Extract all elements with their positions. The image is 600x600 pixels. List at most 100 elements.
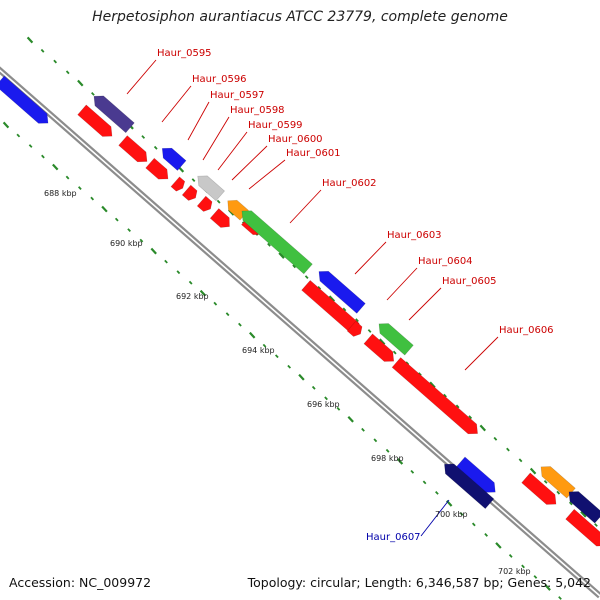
kbp-label: 696 kbp [307,400,340,409]
gene-arrow[interactable] [90,91,135,134]
gene-arrow[interactable] [363,333,398,366]
gene-arrow[interactable] [565,487,600,524]
tick-mark [28,144,33,148]
tick-mark [40,48,45,53]
gene-arrow[interactable] [77,104,117,141]
leader-line [464,336,499,371]
gene-arrow[interactable] [158,144,187,171]
leader-line [202,116,230,161]
gene-label[interactable]: Haur_0601 [286,148,341,159]
leader-line [354,241,387,275]
tick-mark [479,424,487,432]
tick-mark [249,331,256,339]
tick-mark [153,145,158,150]
kbp-label: 700 kbp [435,510,468,519]
leader-line [248,159,286,190]
gene-arrow[interactable] [455,456,499,497]
tick-mark [361,427,365,432]
gene-label[interactable]: Haur_0597 [210,90,265,101]
tick-mark [213,301,218,306]
tick-mark [65,175,70,180]
gene-arrow[interactable] [391,357,482,439]
tick-mark [324,396,328,401]
tick-mark [304,275,309,280]
tick-mark [396,458,404,465]
gene-arrow[interactable] [375,319,414,356]
gene-arrow[interactable] [193,171,225,202]
tick-mark [188,280,193,285]
leader-line [126,59,157,95]
tick-mark [373,438,378,443]
gene-arrow[interactable] [209,208,234,232]
label-leaders [126,59,499,537]
tick-mark [292,264,296,269]
tick-mark [418,372,422,377]
accession-text: Accession: NC_009972 [9,575,152,590]
tick-mark [2,121,10,129]
gene-label[interactable]: Haur_0595 [157,48,212,59]
tick-mark [455,404,460,409]
leader-line [386,267,418,301]
gene-arrow[interactable] [521,472,561,509]
tick-mark [274,354,279,359]
gene-labels: Haur_0595 Haur_0596 Haur_0597 Haur_0598 … [157,48,554,543]
tick-mark [127,228,131,233]
gene-label[interactable]: Haur_0603 [387,230,442,241]
gene-label[interactable]: Haur_0606 [499,325,554,336]
gene-arrow[interactable] [181,184,200,203]
tick-mark [216,199,221,204]
gene-arrow[interactable] [118,135,152,167]
tick-mark [311,385,316,390]
gene-arrow[interactable] [537,462,576,499]
tick-mark [471,522,476,527]
tick-mark [521,564,525,569]
gene-arrow[interactable] [170,176,187,193]
tick-mark [114,217,119,222]
tick-mark [267,242,271,247]
tick-mark [26,36,34,44]
gene-arrow[interactable] [196,195,215,214]
gene-arrow[interactable] [440,459,495,510]
gene-arrow[interactable] [145,157,173,184]
leader-line [187,101,210,141]
tick-mark [16,133,21,138]
gene-label[interactable]: Haur_0602 [322,178,377,189]
gene-arrow[interactable] [238,206,313,275]
gene-label[interactable]: Haur_0605 [442,276,497,287]
tick-mark [65,70,70,75]
tick-mark [367,329,372,333]
gene-label[interactable]: Haur_0599 [248,120,303,131]
topology-summary: Topology: circular; Length: 6,346,587 bp… [247,575,591,590]
tick-mark [139,238,144,243]
gene-arrow[interactable] [0,75,52,128]
tick-mark [544,584,551,591]
leader-line [420,499,450,537]
gene-arrow[interactable] [346,320,365,339]
kbp-label: 690 kbp [110,239,143,248]
leader-line [231,145,268,181]
gene-label[interactable]: Haur_0598 [230,105,285,116]
tick-mark [378,338,386,346]
tick-mark [529,467,537,475]
tick-mark [262,343,267,348]
tick-mark [328,295,336,303]
tick-mark [594,523,598,527]
tick-mark [90,196,95,201]
tick-mark [580,510,587,518]
map-title: Herpetosiphon aurantiacus ATCC 23779, co… [92,9,508,25]
leader-line [217,131,248,171]
kbp-label: 692 kbp [176,292,209,301]
kbp-label: 688 kbp [44,189,77,198]
gene-label[interactable]: Haur_0596 [192,74,247,85]
gene-label[interactable]: Haur_0604 [418,256,473,267]
gene-arrow[interactable] [315,267,366,314]
tick-mark [385,448,390,453]
gene-label[interactable]: Haur_0607 [366,532,421,543]
gene-label[interactable]: Haur_0600 [268,134,323,145]
tick-mark [298,373,305,381]
tick-mark [317,285,322,290]
tick-mark [176,270,181,275]
gene-features [0,75,600,547]
tick-mark [342,307,347,312]
tick-mark [468,415,473,420]
